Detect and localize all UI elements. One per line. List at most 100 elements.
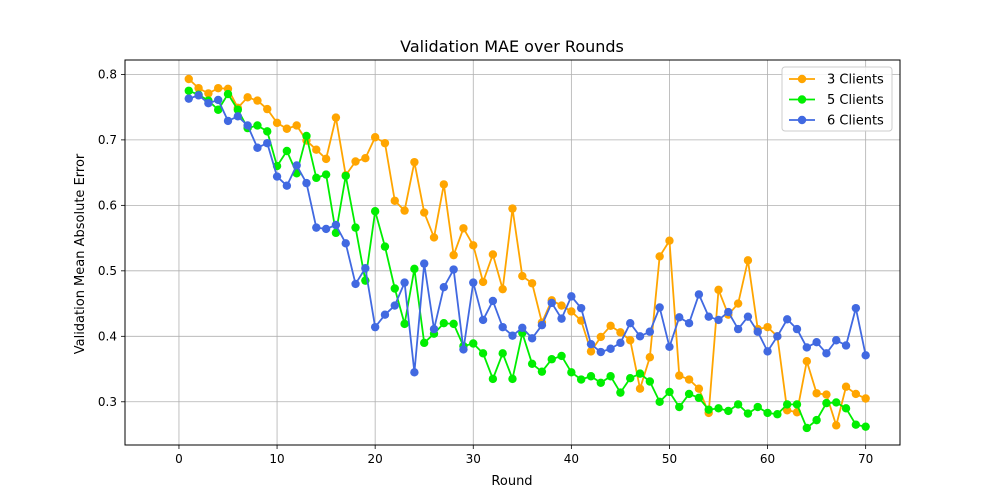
- data-point: [410, 157, 419, 167]
- tick-layer: 0 10 20 30 40 50 60 70 0.3 0.4 0.5 0.6 0.7 0.8: [98, 67, 873, 466]
- data-point: [429, 324, 439, 334]
- data-point: [400, 278, 409, 287]
- data-point: [812, 415, 821, 425]
- data-point: [861, 351, 870, 360]
- data-point: [567, 307, 576, 316]
- y-tick-label: 0.6: [98, 198, 117, 212]
- data-point: [684, 389, 694, 399]
- data-point: [420, 259, 429, 268]
- data-point: [753, 402, 762, 412]
- data-point: [420, 338, 429, 348]
- data-point: [537, 367, 547, 376]
- data-point: [733, 299, 743, 308]
- data-point: [851, 420, 861, 429]
- data-point: [351, 223, 360, 232]
- data-point: [527, 334, 537, 343]
- data-point: [714, 315, 723, 325]
- data-point: [518, 323, 527, 332]
- data-point: [184, 74, 193, 84]
- data-point: [390, 196, 399, 205]
- data-point: [184, 94, 193, 103]
- data-point: [282, 124, 292, 133]
- data-point: [586, 339, 596, 349]
- data-point: [420, 208, 429, 217]
- data-point: [665, 342, 674, 351]
- data-point: [714, 285, 723, 295]
- data-point: [469, 241, 478, 250]
- data-point: [459, 224, 468, 233]
- data-point: [763, 347, 772, 356]
- data-point: [243, 121, 252, 130]
- data-point: [596, 347, 605, 357]
- data-point: [400, 206, 409, 215]
- data-point: [694, 384, 704, 393]
- data-point: [645, 353, 655, 362]
- legend-marker: [797, 95, 807, 104]
- data-point: [243, 93, 252, 102]
- data-point: [459, 345, 468, 354]
- data-point: [635, 332, 645, 341]
- data-point: [498, 322, 507, 332]
- data-point: [832, 421, 841, 430]
- data-point: [302, 131, 311, 141]
- data-point: [802, 356, 812, 366]
- data-point: [616, 338, 625, 348]
- data-point: [724, 307, 733, 317]
- data-point: [861, 394, 870, 403]
- legend-label: 6 Clients: [827, 114, 884, 129]
- data-point: [851, 389, 861, 399]
- data-point: [498, 349, 507, 358]
- data-point: [753, 327, 762, 336]
- data-point: [743, 409, 753, 418]
- x-tick-label: 0: [175, 452, 183, 466]
- data-point: [733, 324, 743, 334]
- data-point: [439, 180, 449, 189]
- data-point: [537, 320, 547, 330]
- data-point: [213, 105, 223, 114]
- data-point: [449, 250, 458, 260]
- data-point: [370, 322, 380, 332]
- data-point: [469, 278, 478, 287]
- data-point: [763, 408, 772, 418]
- data-point: [743, 312, 753, 321]
- data-point: [576, 375, 586, 384]
- data-point: [586, 372, 596, 381]
- data-point: [488, 374, 498, 384]
- plot-frame: [124, 59, 901, 446]
- data-point: [684, 319, 694, 328]
- x-tick-label: 40: [564, 452, 579, 466]
- data-point: [626, 319, 635, 328]
- data-point: [439, 319, 449, 328]
- data-point: [606, 344, 615, 353]
- data-point: [596, 378, 605, 387]
- data-point: [626, 336, 635, 345]
- data-point: [282, 146, 292, 156]
- data-point: [665, 236, 674, 245]
- data-point: [508, 331, 517, 340]
- y-tick-label: 0.4: [98, 329, 117, 343]
- data-point: [341, 239, 350, 248]
- data-point: [449, 265, 458, 274]
- data-point: [694, 290, 704, 299]
- data-point: [370, 133, 380, 142]
- data-point: [665, 387, 674, 397]
- data-point: [321, 224, 331, 234]
- data-point: [282, 181, 292, 190]
- data-point: [302, 178, 311, 188]
- data-point: [233, 105, 243, 114]
- data-point: [782, 315, 792, 324]
- data-point: [802, 343, 812, 352]
- series-line: [188, 89, 866, 429]
- data-point: [773, 410, 782, 419]
- data-point: [321, 154, 331, 164]
- y-axis-label: Validation Mean Absolute Error: [73, 153, 88, 354]
- data-point: [626, 374, 635, 383]
- data-point: [822, 390, 831, 399]
- data-point: [724, 406, 733, 416]
- y-tick-label: 0.3: [98, 395, 117, 409]
- x-tick-label: 20: [368, 452, 383, 466]
- series-line: [188, 78, 867, 427]
- data-point: [802, 423, 812, 433]
- data-point: [331, 113, 341, 122]
